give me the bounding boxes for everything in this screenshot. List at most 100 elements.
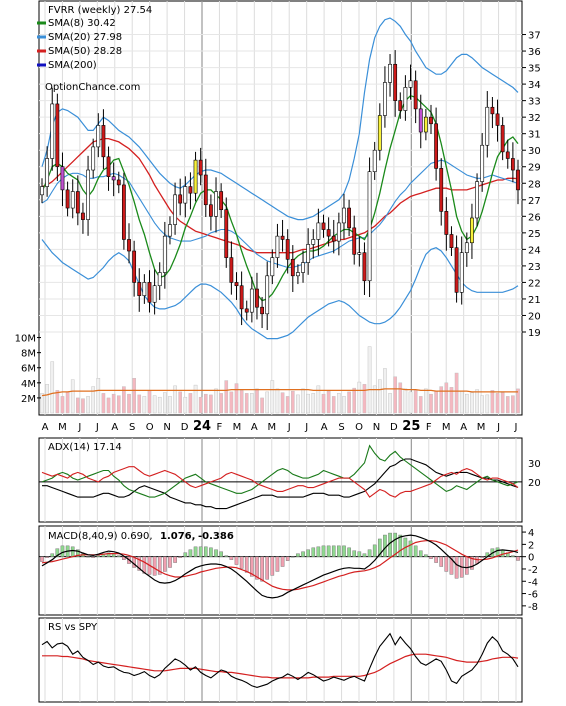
- macd-histogram-bar: [398, 534, 403, 557]
- legend-items: SMA(8) 30.42 SMA(20) 27.98 SMA(50) 28.28 SM…: [37, 18, 122, 71]
- macd-tick-label: 2: [528, 540, 534, 551]
- macd-histogram-bar: [301, 551, 305, 557]
- candle-body: [45, 158, 50, 187]
- volume-bar: [516, 388, 520, 414]
- volume-bar: [173, 385, 177, 414]
- macd-histogram-bar: [285, 556, 290, 561]
- volume-bar: [40, 393, 44, 414]
- volume-bar: [157, 396, 162, 414]
- candle-body: [152, 285, 157, 303]
- volume-bar: [434, 390, 438, 414]
- macd-histogram-bar: [250, 556, 254, 577]
- x-tick-label: J: [304, 422, 308, 433]
- candle-body: [352, 227, 357, 255]
- candle-body: [470, 217, 474, 244]
- x-tick-label: F: [217, 422, 223, 433]
- macd-histogram-bar: [500, 549, 505, 557]
- macd-histogram-bar: [470, 556, 474, 570]
- candle-body: [336, 222, 341, 242]
- macd-histogram-bar: [60, 545, 65, 557]
- candle-body: [265, 275, 270, 315]
- candle-body: [162, 235, 167, 273]
- macd-tick-label: 0: [528, 553, 534, 564]
- candle-body: [178, 194, 183, 204]
- candle-body: [157, 272, 162, 287]
- sma50-line: [41, 137, 519, 254]
- candle-body: [459, 252, 464, 293]
- macd-histogram-bar: [372, 544, 377, 557]
- volume-bar: [372, 385, 377, 414]
- volume-bar: [239, 390, 244, 414]
- x-tick-label: O: [355, 422, 363, 433]
- volume-bar: [388, 393, 392, 414]
- macd-histogram-bar: [357, 551, 362, 557]
- macd-histogram-bar: [311, 547, 316, 557]
- x-tick-label: J: [514, 422, 518, 433]
- candle-body: [367, 171, 372, 282]
- candle-body: [444, 211, 449, 235]
- volume-bar: [270, 380, 275, 414]
- volume-bar: [485, 394, 490, 414]
- candle-body: [403, 87, 408, 111]
- rs-line: [41, 632, 519, 688]
- macd-histogram-bar: [96, 555, 101, 557]
- volume-bar: [500, 392, 505, 414]
- volume-bar: [454, 372, 459, 414]
- candle-body: [275, 235, 280, 258]
- sma20-line: [41, 159, 519, 269]
- macd-histogram-bar: [188, 549, 193, 557]
- macd-y-axis: -8-6 -4-20 24: [522, 528, 538, 613]
- candle-body: [290, 258, 295, 277]
- volume-bar: [342, 396, 346, 414]
- volume-bar: [465, 393, 469, 414]
- macd-histogram-bar: [465, 556, 469, 575]
- candle-body: [362, 252, 367, 282]
- x-tick-label: A: [460, 422, 467, 433]
- candle-body: [326, 229, 331, 237]
- x-tick-label: M: [477, 422, 486, 433]
- macd-tick-label: -8: [528, 602, 538, 613]
- rs-panel-frame: [38, 617, 523, 703]
- volume-bar: [55, 390, 60, 414]
- macd-histogram-bar: [50, 553, 55, 557]
- candle-body: [260, 306, 264, 315]
- candle-body: [60, 166, 65, 191]
- candle-body: [439, 168, 444, 212]
- upper-band-line: [41, 17, 519, 221]
- volume-bar: [316, 385, 321, 414]
- candle-body: [142, 282, 147, 296]
- volume-bar: [429, 393, 433, 414]
- candle-body: [398, 100, 403, 111]
- adx-series: [41, 444, 519, 510]
- y-tick-label: 19: [528, 328, 541, 339]
- candle-body: [347, 207, 351, 229]
- adx-grid: [39, 438, 522, 522]
- volume-bar: [398, 382, 403, 414]
- macd-histogram-bar: [480, 556, 484, 558]
- candle-body: [244, 308, 249, 313]
- volume-bar: [45, 384, 49, 414]
- volume-bar: [311, 393, 316, 414]
- candle-body: [516, 169, 520, 191]
- candle-body: [377, 115, 382, 151]
- volume-bar: [408, 391, 413, 414]
- candle-body: [168, 224, 172, 237]
- macd-histogram-bar: [86, 556, 90, 558]
- rs-panel: RS vs SPY: [38, 617, 523, 703]
- volume-tick-label: 6M: [21, 364, 36, 375]
- macd-histogram-bar: [444, 556, 449, 572]
- macd-histogram-bar: [193, 546, 198, 557]
- y-tick-label: 23: [528, 262, 541, 273]
- y-tick-label: 26: [528, 212, 541, 223]
- macd-histogram-bar: [347, 547, 351, 557]
- candle-body: [485, 106, 490, 146]
- volume-bar: [163, 392, 167, 414]
- volume-bar: [81, 398, 85, 414]
- volume-bar: [321, 393, 326, 414]
- volume-bar: [362, 384, 367, 414]
- volume-bar: [424, 388, 428, 414]
- candle-body: [50, 103, 55, 159]
- volume-bar: [357, 381, 362, 414]
- adx-title: ADX(14) 17.14: [48, 442, 122, 453]
- x-tick-label: J: [287, 422, 291, 433]
